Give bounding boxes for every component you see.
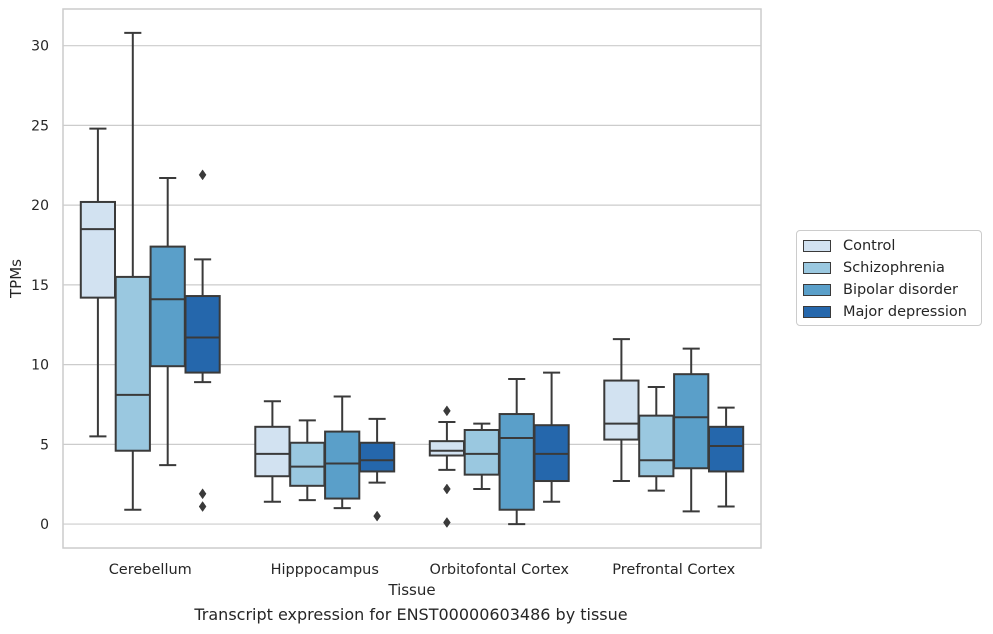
- x-axis-label: Tissue: [387, 581, 435, 599]
- outlier-point: [198, 169, 207, 181]
- box-cerebellum-schizophrenia: [114, 31, 151, 511]
- x-tick-label-prefrontal-cortex: Prefrontal Cortex: [612, 562, 735, 578]
- box-orbitofontal-cortex-schizophrenia: [463, 422, 500, 490]
- legend-label-schizophrenia: Schizophrenia: [843, 260, 945, 276]
- y-tick-label: 5: [40, 437, 49, 453]
- box-body: [707, 425, 745, 473]
- legend-swatch-bipolar-disorder: [803, 284, 831, 296]
- y-axis-label: TPMs: [7, 259, 25, 299]
- legend-item-bipolar-disorder: Bipolar disorder: [803, 281, 958, 299]
- box-cerebellum-major-depression: [184, 169, 221, 512]
- box-orbitofontal-cortex-bipolar-disorder: [498, 377, 535, 526]
- box-hipppocampus-bipolar-disorder: [324, 395, 361, 510]
- box-prefrontal-cortex-control: [603, 338, 640, 483]
- box-body: [149, 245, 186, 368]
- outlier-point: [198, 488, 207, 500]
- box-body: [498, 413, 535, 511]
- box-cerebellum-bipolar-disorder: [149, 177, 186, 467]
- box-cerebellum-control: [79, 127, 117, 438]
- box-body: [289, 441, 326, 487]
- outlier-point: [373, 510, 381, 522]
- outlier-point: [443, 405, 451, 417]
- box-orbitofontal-cortex-control: [428, 405, 466, 528]
- box-body: [673, 373, 710, 470]
- outlier-point: [198, 501, 207, 512]
- x-tick-label-cerebellum: Cerebellum: [109, 562, 192, 578]
- x-tick-label-hipppocampus: Hipppocampus: [271, 562, 379, 578]
- box-body: [358, 441, 396, 473]
- box-body: [184, 295, 221, 374]
- x-tick-label-orbitofontal-cortex: Orbitofontal Cortex: [430, 562, 570, 578]
- y-tick-label: 25: [31, 118, 49, 134]
- legend-swatch-control: [803, 240, 831, 252]
- legend-swatch-schizophrenia: [803, 262, 831, 274]
- legend-label-major-depression: Major depression: [843, 304, 967, 320]
- box-body: [603, 379, 640, 441]
- legend-label-control: Control: [843, 238, 896, 254]
- legend-item-control: Control: [803, 237, 895, 255]
- outlier-point: [443, 483, 451, 495]
- box-body: [463, 428, 500, 476]
- box-hipppocampus-major-depression: [358, 417, 396, 522]
- y-tick-label: 15: [31, 278, 49, 294]
- y-tick-label: 10: [31, 358, 49, 374]
- legend-item-major-depression: Major depression: [803, 303, 967, 321]
- box-prefrontal-cortex-major-depression: [707, 406, 745, 508]
- plot-area-frame: [62, 8, 762, 549]
- legend-item-schizophrenia: Schizophrenia: [803, 259, 945, 277]
- legend-swatch-major-depression: [803, 306, 831, 318]
- box-prefrontal-cortex-bipolar-disorder: [673, 347, 710, 513]
- box-body: [79, 200, 117, 299]
- y-tick-label: 30: [31, 39, 49, 55]
- box-body: [114, 275, 151, 452]
- box-hipppocampus-control: [254, 400, 291, 503]
- box-body: [638, 414, 675, 478]
- outlier-point: [443, 517, 451, 528]
- legend-label-bipolar-disorder: Bipolar disorder: [843, 282, 958, 298]
- chart-caption: Transcript expression for ENST0000060348…: [194, 605, 628, 624]
- y-tick-label: 0: [40, 517, 49, 533]
- box-orbitofontal-cortex-major-depression: [533, 371, 570, 503]
- y-tick-label: 20: [31, 198, 49, 214]
- box-body: [428, 440, 466, 457]
- legend: Control Schizophrenia Bipolar disorder M…: [796, 230, 982, 326]
- box-prefrontal-cortex-schizophrenia: [638, 385, 675, 492]
- box-body: [254, 425, 291, 478]
- box-hipppocampus-schizophrenia: [289, 419, 326, 502]
- box-body: [324, 430, 361, 500]
